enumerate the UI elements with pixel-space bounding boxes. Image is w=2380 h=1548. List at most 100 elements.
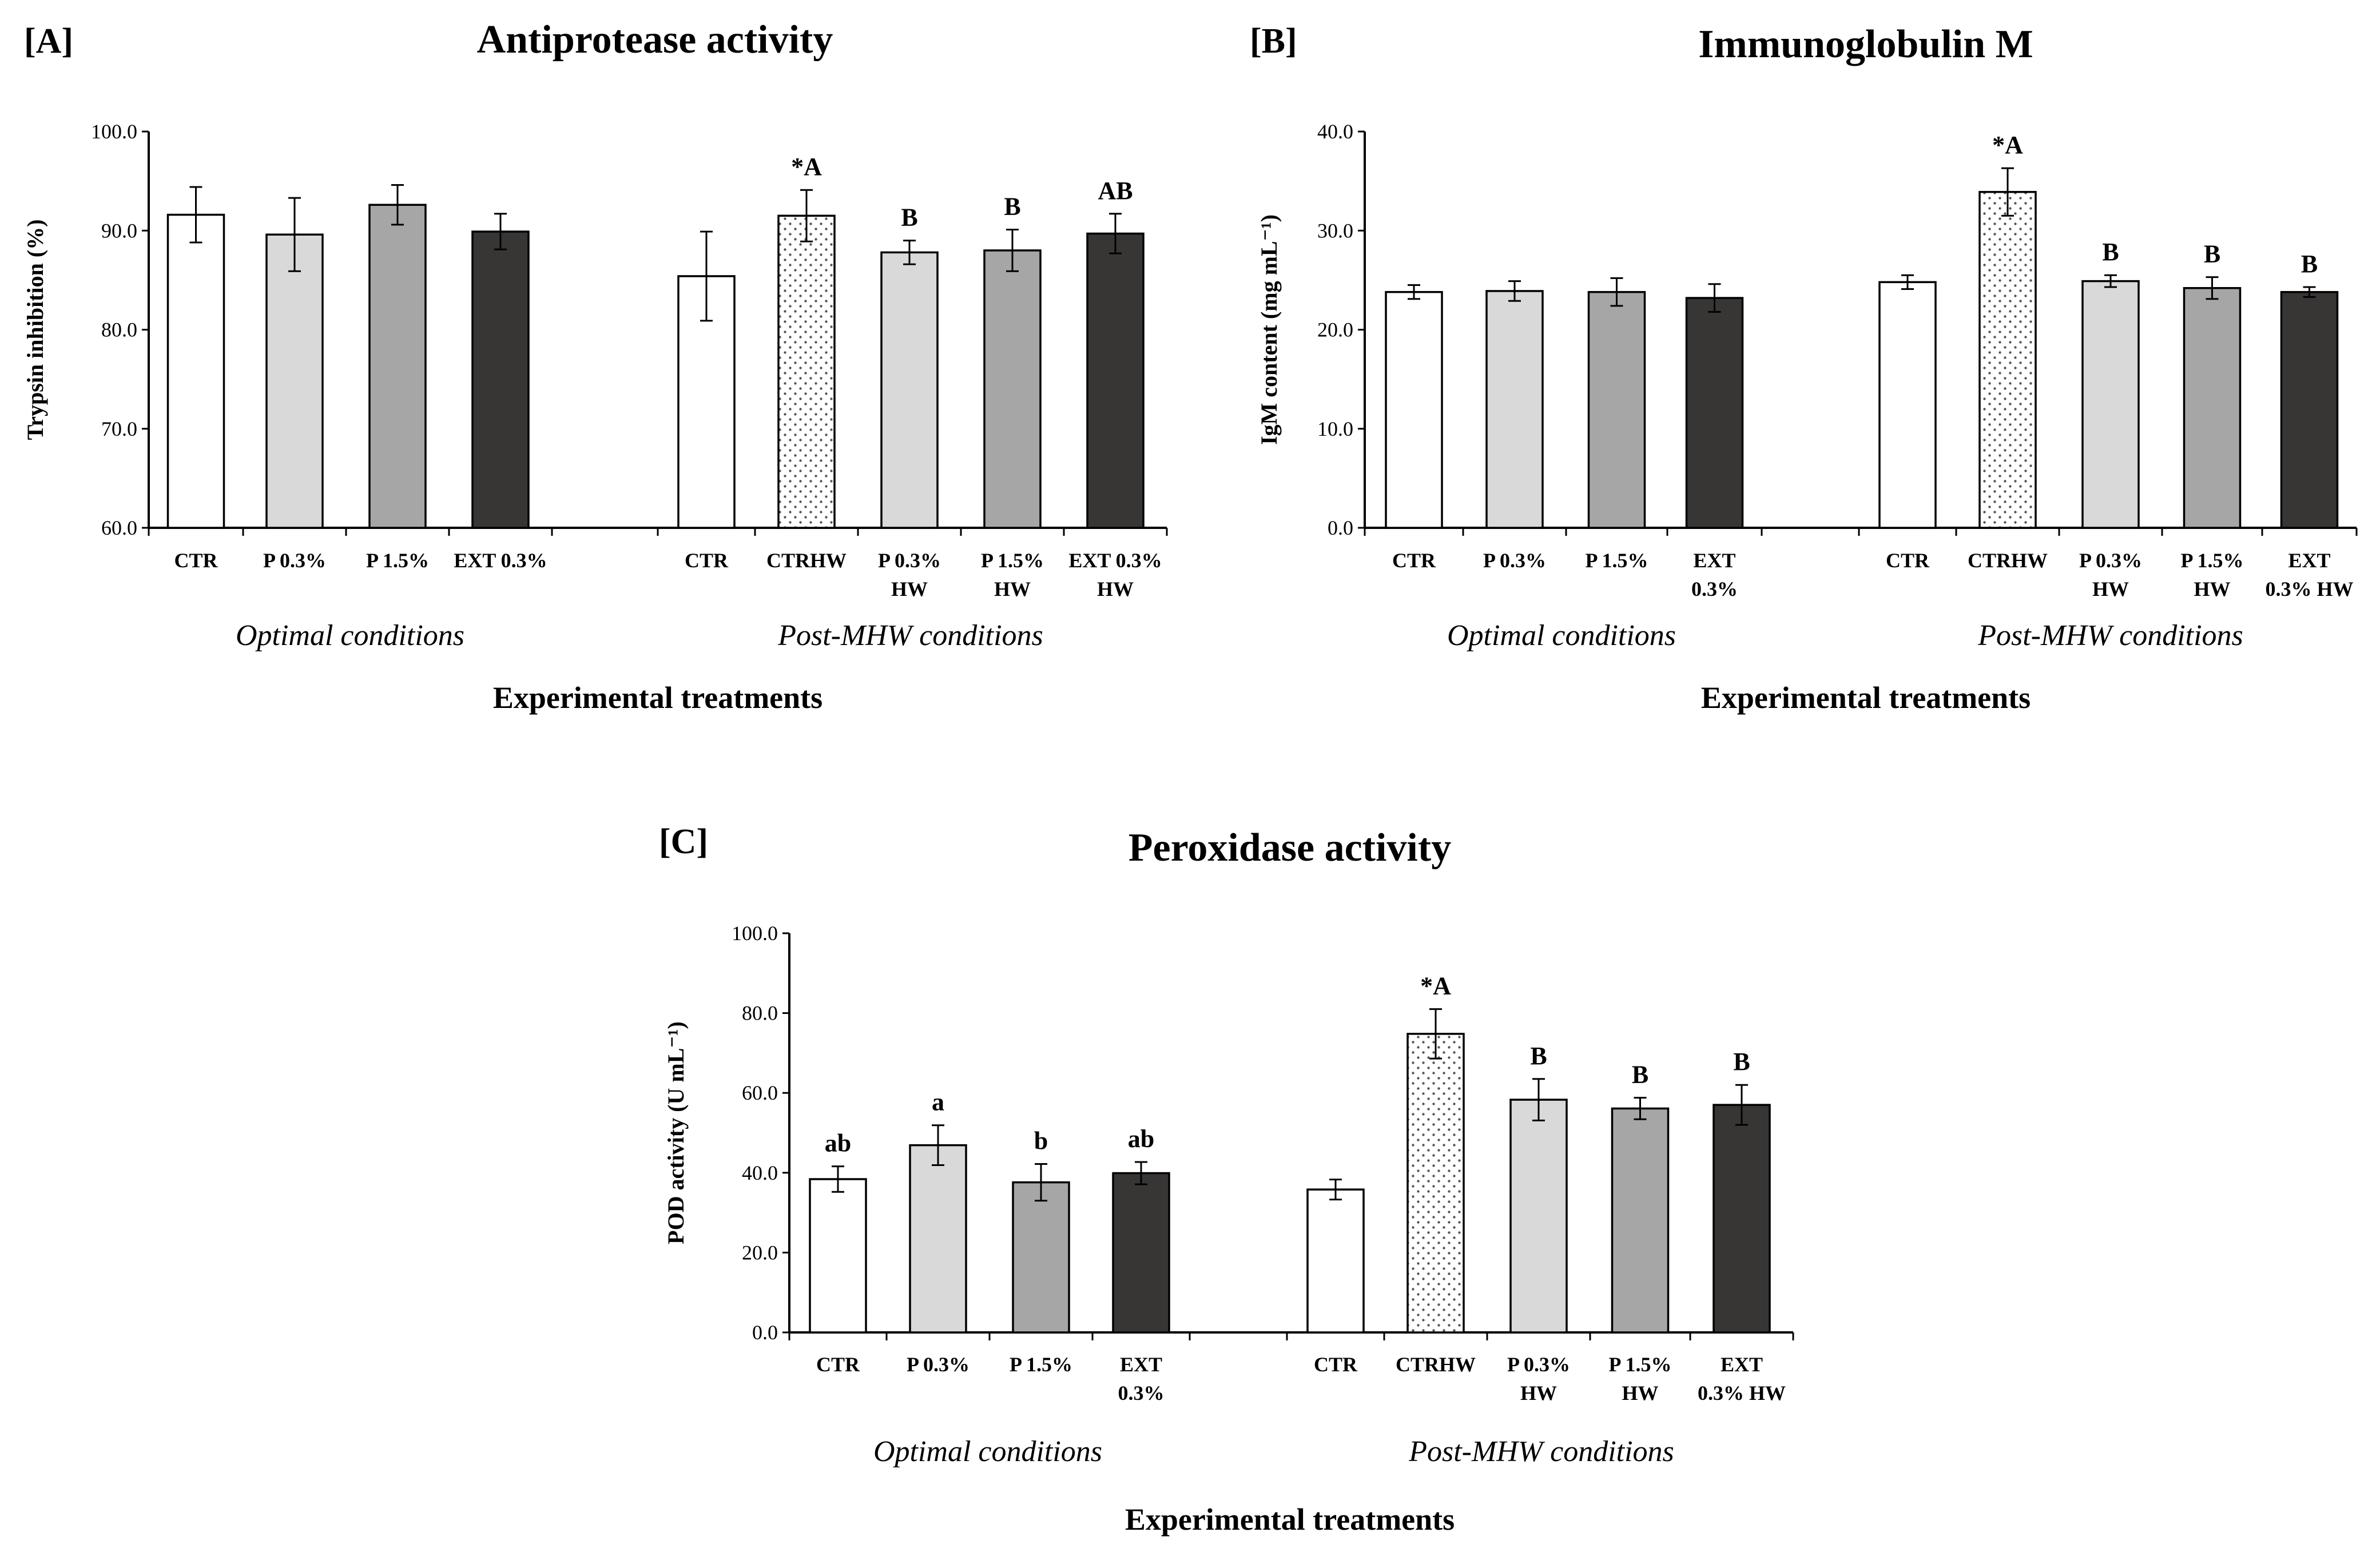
significance-letter: B bbox=[2301, 250, 2318, 278]
group-label-post-mhw: Post-MHW conditions bbox=[777, 619, 1043, 652]
x-tick-label: HW bbox=[994, 578, 1031, 600]
bar bbox=[2280, 291, 2339, 529]
y-tick-label: 60.0 bbox=[101, 516, 137, 539]
bar bbox=[1611, 1107, 1670, 1334]
panel-tag: [B] bbox=[1250, 22, 1297, 61]
significance-letter: B bbox=[2204, 240, 2220, 268]
panel-tag: [C] bbox=[659, 822, 708, 861]
x-tick-label: 0.3% HW bbox=[1698, 1382, 1786, 1404]
x-tick-label: P 0.3% bbox=[1507, 1353, 1570, 1376]
bar bbox=[1112, 1172, 1170, 1334]
x-tick-label: HW bbox=[2092, 578, 2129, 600]
bar bbox=[2183, 286, 2242, 529]
group-label-optimal: Optimal conditions bbox=[873, 1435, 1102, 1468]
bar bbox=[1878, 281, 1937, 529]
bar bbox=[1685, 297, 1744, 529]
bar bbox=[1385, 291, 1443, 529]
bar bbox=[265, 233, 324, 529]
bar bbox=[166, 213, 225, 529]
x-tick-label: P 0.3% bbox=[263, 549, 326, 572]
significance-letter: ab bbox=[1128, 1125, 1154, 1153]
bar bbox=[1587, 291, 1646, 529]
x-axis-label: Experimental treatments bbox=[1701, 681, 2031, 715]
y-tick-label: 40.0 bbox=[1317, 120, 1353, 143]
y-tick-label: 80.0 bbox=[101, 319, 137, 341]
x-tick-label: P 1.5% bbox=[1010, 1353, 1072, 1376]
x-tick-label: HW bbox=[2194, 578, 2230, 600]
bar bbox=[471, 230, 530, 529]
x-tick-label: HW bbox=[1622, 1382, 1658, 1404]
y-tick-label: 70.0 bbox=[101, 417, 137, 440]
y-axis-label: IgM content (mg mL⁻¹) bbox=[1256, 214, 1282, 445]
group-label-post-mhw: Post-MHW conditions bbox=[1408, 1435, 1674, 1468]
y-tick-label: 20.0 bbox=[1317, 319, 1353, 341]
y-tick-label: 0.0 bbox=[752, 1321, 778, 1344]
x-tick-label: EXT 0.3% bbox=[1068, 549, 1162, 572]
x-tick-label: P 1.5% bbox=[2180, 549, 2243, 572]
x-tick-label: HW bbox=[1520, 1382, 1557, 1404]
x-tick-label: P 0.3% bbox=[1483, 549, 1546, 572]
bar bbox=[2081, 280, 2140, 529]
bar bbox=[1406, 1033, 1465, 1334]
panel-2: [C] Peroxidase activity 0.0 20.0 40.0 60.0 80.… bbox=[659, 822, 1794, 1537]
significance-letter: *A bbox=[791, 153, 822, 181]
bar bbox=[368, 204, 427, 529]
x-axis-label: Experimental treatments bbox=[493, 681, 823, 715]
x-tick-label: P 0.3% bbox=[907, 1353, 970, 1376]
x-tick-label: CTR bbox=[1314, 1353, 1358, 1376]
x-tick-label: CTRHW bbox=[1396, 1353, 1476, 1376]
panel-0: [A] Antiprotease activity 60.0 70.0 80.0 90.0… bbox=[22, 18, 1168, 715]
x-tick-label: CTRHW bbox=[766, 549, 847, 572]
x-tick-label: P 1.5% bbox=[1585, 549, 1648, 572]
group-label-optimal: Optimal conditions bbox=[236, 619, 464, 652]
significance-letter: B bbox=[1004, 193, 1020, 221]
significance-letter: b bbox=[1034, 1127, 1048, 1155]
x-tick-label: EXT bbox=[1693, 549, 1735, 572]
x-tick-label: P 1.5% bbox=[1608, 1353, 1671, 1376]
y-tick-label: 10.0 bbox=[1317, 417, 1353, 440]
x-tick-label: P 1.5% bbox=[981, 549, 1044, 572]
x-tick-label: CTR bbox=[1392, 549, 1436, 572]
chart-title: Immunoglobulin M bbox=[1698, 22, 2033, 66]
significance-letter: B bbox=[901, 204, 917, 232]
x-tick-label: P 0.3% bbox=[2079, 549, 2142, 572]
bar bbox=[1485, 290, 1544, 529]
significance-letter: B bbox=[1530, 1042, 1547, 1070]
x-tick-label: CTR bbox=[174, 549, 218, 572]
significance-letter: B bbox=[2102, 238, 2119, 266]
significance-letter: B bbox=[1632, 1061, 1648, 1089]
bar bbox=[909, 1144, 967, 1334]
x-tick-label: EXT 0.3% bbox=[454, 549, 547, 572]
significance-letter: B bbox=[1733, 1048, 1750, 1076]
bar bbox=[1086, 232, 1145, 529]
y-tick-label: 40.0 bbox=[742, 1161, 778, 1184]
significance-letter: AB bbox=[1098, 177, 1133, 205]
x-tick-label: CTR bbox=[685, 549, 729, 572]
significance-letter: ab bbox=[825, 1129, 851, 1157]
bar bbox=[1978, 190, 2037, 529]
x-tick-label: 0.3% bbox=[1691, 578, 1738, 600]
y-tick-label: 100.0 bbox=[732, 922, 778, 945]
y-axis-label: Trypsin inhibition (%) bbox=[22, 219, 48, 440]
x-tick-label: CTRHW bbox=[1968, 549, 2048, 572]
x-tick-label: CTR bbox=[1886, 549, 1930, 572]
chart-title: Peroxidase activity bbox=[1129, 826, 1451, 870]
chart-title: Antiprotease activity bbox=[477, 18, 833, 62]
x-tick-label: P 1.5% bbox=[366, 549, 429, 572]
panel-tag: [A] bbox=[24, 22, 73, 61]
y-tick-label: 100.0 bbox=[91, 120, 137, 143]
y-tick-label: 0.0 bbox=[1328, 516, 1353, 539]
bar bbox=[983, 249, 1042, 529]
y-tick-label: 20.0 bbox=[742, 1241, 778, 1264]
x-axis-label: Experimental treatments bbox=[1125, 1502, 1455, 1537]
x-tick-label: HW bbox=[891, 578, 928, 600]
x-tick-label: HW bbox=[1097, 578, 1134, 600]
bar bbox=[1713, 1104, 1771, 1334]
y-tick-label: 80.0 bbox=[742, 1002, 778, 1025]
x-tick-label: 0.3% HW bbox=[2265, 578, 2353, 600]
significance-letter: a bbox=[932, 1088, 944, 1116]
x-tick-label: P 0.3% bbox=[878, 549, 941, 572]
y-axis-label: POD activity (U mL⁻¹) bbox=[663, 1021, 689, 1244]
bar bbox=[1306, 1188, 1365, 1334]
